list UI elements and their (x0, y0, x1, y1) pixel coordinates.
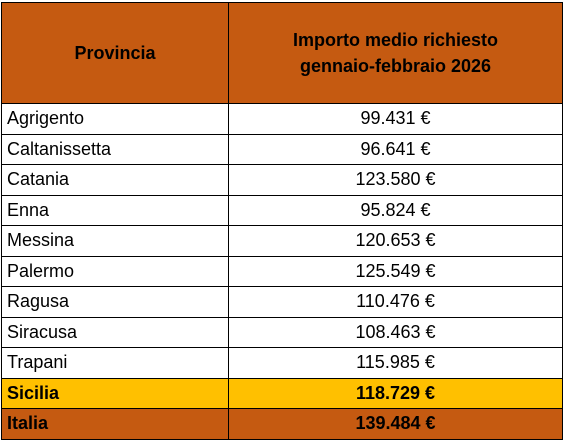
table-row: Caltanissetta 96.641 € (1, 133, 563, 165)
province-cell: Trapani (1, 347, 229, 379)
province-cell: Palermo (1, 255, 229, 287)
table-row: Ragusa 110.476 € (1, 286, 563, 318)
amount-cell: 95.824 € (228, 194, 563, 226)
province-cell: Catania (1, 164, 229, 196)
amount-cell: 110.476 € (228, 286, 563, 318)
amount-cell: 96.641 € (228, 133, 563, 165)
amount-cell: 108.463 € (228, 316, 563, 348)
amount-cell: 99.431 € (228, 103, 563, 135)
province-cell: Siracusa (1, 316, 229, 348)
table-row: Messina 120.653 € (1, 225, 563, 257)
amount-cell: 125.549 € (228, 255, 563, 287)
italia-amount-cell: 139.484 € (228, 408, 563, 440)
sicilia-total-row: Sicilia 118.729 € (1, 377, 563, 409)
header-amount-line1: Importo medio richiesto (292, 30, 499, 50)
amount-cell: 115.985 € (228, 347, 563, 379)
table-row: Agrigento 99.431 € (1, 103, 563, 135)
table-row: Catania 123.580 € (1, 164, 563, 196)
province-cell: Ragusa (1, 286, 229, 318)
amount-cell: 123.580 € (228, 164, 563, 196)
province-cell: Messina (1, 225, 229, 257)
sicilia-label-cell: Sicilia (1, 377, 229, 409)
table-row: Enna 95.824 € (1, 194, 563, 226)
table-row: Siracusa 108.463 € (1, 316, 563, 348)
province-cell: Enna (1, 194, 229, 226)
italia-label-cell: Italia (1, 408, 229, 440)
province-cell: Agrigento (1, 103, 229, 135)
table-header-row: Provincia Importo medio richiesto gennai… (1, 2, 563, 104)
header-amount: Importo medio richiesto gennaio-febbraio… (228, 2, 563, 104)
header-amount-line2: gennaio-febbraio 2026 (299, 56, 492, 76)
amount-cell: 120.653 € (228, 225, 563, 257)
sicilia-amount-cell: 118.729 € (228, 377, 563, 409)
province-cell: Caltanissetta (1, 133, 229, 165)
italia-total-row: Italia 139.484 € (1, 408, 563, 440)
table-row: Palermo 125.549 € (1, 255, 563, 287)
table-row: Trapani 115.985 € (1, 347, 563, 379)
header-province: Provincia (1, 2, 229, 104)
